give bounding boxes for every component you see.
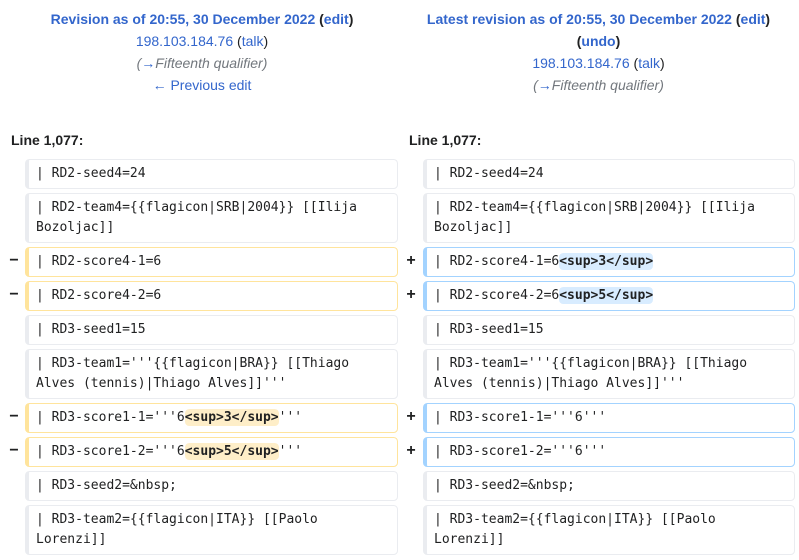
added-line-marker: + <box>406 286 416 303</box>
context-line-right: | RD2-seed4=24 <box>423 159 795 189</box>
added-line: | RD2-score4-1=6<sup>3</sup> <box>423 247 795 277</box>
right-revision-link[interactable]: Latest revision as of 20:55, 30 December… <box>426 11 732 27</box>
diff-row: | RD3-seed1=15 | RD3-seed1=15 <box>0 315 799 349</box>
left-edit-summary: (→Fifteenth qualifier) <box>136 55 268 71</box>
diff-table: | RD2-seed4=24 | RD2-seed4=24 | RD2-team… <box>0 159 799 559</box>
deleted-line-marker: − <box>9 252 19 269</box>
added-line: | RD3-score1-1='''6''' <box>423 403 795 433</box>
right-revision-info: Latest revision as of 20:55, 30 December… <box>402 8 795 96</box>
deleted-text-highlight: <sup>3</sup> <box>184 409 279 426</box>
right-line-number: Line 1,077: <box>409 132 482 148</box>
left-section-arrow-link[interactable]: → <box>141 55 156 71</box>
added-line-marker: + <box>406 442 416 459</box>
left-line-number: Line 1,077: <box>11 132 84 148</box>
diff-header: Revision as of 20:55, 30 December 2022 (… <box>0 8 799 108</box>
context-line-right: | RD3-team1='''{{flagicon|BRA}} [[Thiago… <box>423 349 795 399</box>
deleted-line: | RD3-score1-1='''6<sup>3</sup>''' <box>25 403 398 433</box>
undo-link[interactable]: undo <box>581 33 616 49</box>
deleted-line-marker: − <box>9 442 19 459</box>
context-line-left: | RD3-seed2=&nbsp; <box>25 471 398 501</box>
diff-row: | RD3-team1='''{{flagicon|BRA}} [[Thiago… <box>0 349 799 403</box>
left-revision-info: Revision as of 20:55, 30 December 2022 (… <box>4 8 400 96</box>
left-talk-link[interactable]: talk <box>241 33 264 49</box>
added-line: | RD3-score1-2='''6''' <box>423 437 795 467</box>
diff-row: − | RD3-score1-1='''6<sup>3</sup>''' + |… <box>0 403 799 437</box>
right-talk-link[interactable]: talk <box>638 55 660 71</box>
deleted-text-highlight: <sup>5</sup> <box>184 443 279 460</box>
right-edit-link[interactable]: edit <box>740 11 766 27</box>
left-revision-link[interactable]: Revision as of 20:55, 30 December 2022 <box>50 11 316 27</box>
context-line-right: | RD3-team2={{flagicon|ITA}} [[Paolo Lor… <box>423 505 795 555</box>
added-line-marker: + <box>406 252 416 269</box>
deleted-line: | RD2-score4-2=6 <box>25 281 398 311</box>
added-line: | RD2-score4-2=6<sup>5</sup> <box>423 281 795 311</box>
context-line-left: | RD3-team1='''{{flagicon|BRA}} [[Thiago… <box>25 349 398 399</box>
diff-row: | RD2-team4={{flagicon|SRB|2004}} [[Ilij… <box>0 193 799 247</box>
right-section-arrow-link[interactable]: → <box>537 77 552 93</box>
diff-row: | RD2-seed4=24 | RD2-seed4=24 <box>0 159 799 193</box>
context-line-left: | RD2-team4={{flagicon|SRB|2004}} [[Ilij… <box>25 193 398 243</box>
diff-row: | RD3-team2={{flagicon|ITA}} [[Paolo Lor… <box>0 505 799 559</box>
context-line-left: | RD3-seed1=15 <box>25 315 398 345</box>
added-text-highlight: <sup>5</sup> <box>559 287 654 304</box>
left-edit-link[interactable]: edit <box>323 11 349 27</box>
diff-row: − | RD2-score4-2=6 + | RD2-score4-2=6<su… <box>0 281 799 315</box>
context-line-right: | RD2-team4={{flagicon|SRB|2004}} [[Ilij… <box>423 193 795 243</box>
added-line-marker: + <box>406 408 416 425</box>
deleted-line: | RD2-score4-1=6 <box>25 247 398 277</box>
diff-row: | RD3-seed2=&nbsp; | RD3-seed2=&nbsp; <box>0 471 799 505</box>
context-line-right: | RD3-seed1=15 <box>423 315 795 345</box>
diff-row: − | RD2-score4-1=6 + | RD2-score4-1=6<su… <box>0 247 799 281</box>
right-edit-summary: (→Fifteenth qualifier) <box>533 77 664 93</box>
added-text-highlight: <sup>3</sup> <box>559 253 654 270</box>
right-user-link[interactable]: 198.103.184.76 <box>532 55 630 71</box>
deleted-line: | RD3-score1-2='''6<sup>5</sup>''' <box>25 437 398 467</box>
context-line-left: | RD3-team2={{flagicon|ITA}} [[Paolo Lor… <box>25 505 398 555</box>
left-user-link[interactable]: 198.103.184.76 <box>135 33 234 49</box>
deleted-line-marker: − <box>9 286 19 303</box>
diff-row: − | RD3-score1-2='''6<sup>5</sup>''' + |… <box>0 437 799 471</box>
context-line-right: | RD3-seed2=&nbsp; <box>423 471 795 501</box>
deleted-line-marker: − <box>9 408 19 425</box>
context-line-left: | RD2-seed4=24 <box>25 159 398 189</box>
previous-edit-link[interactable]: ← Previous edit <box>152 77 252 93</box>
